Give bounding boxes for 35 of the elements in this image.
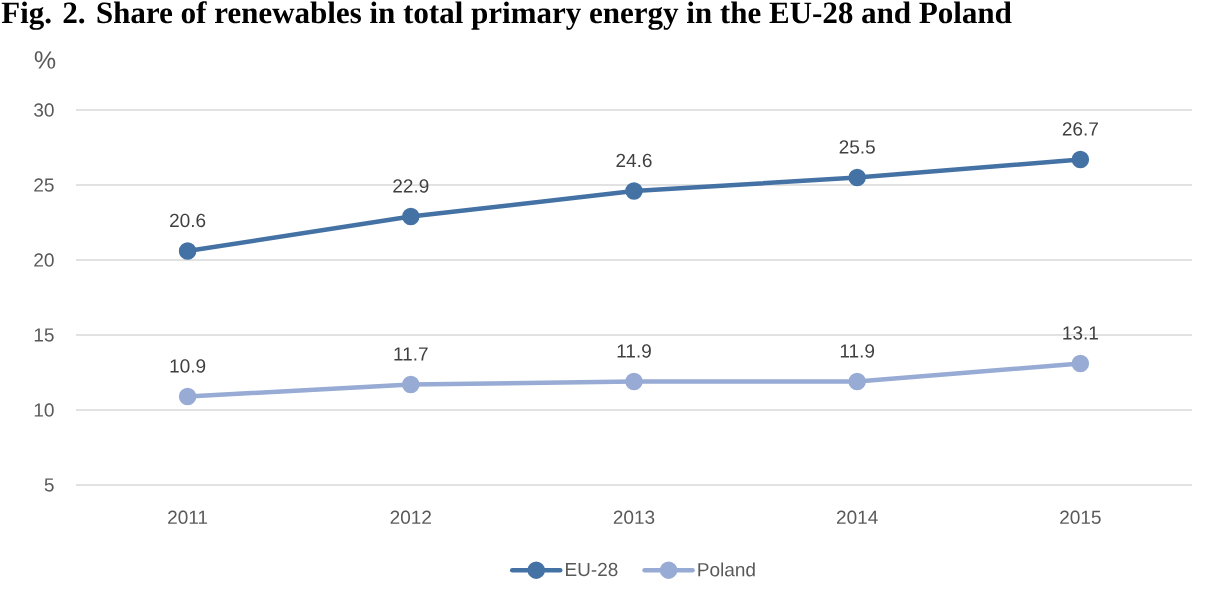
data-label: 22.9	[393, 179, 429, 193]
data-label: 11.9	[840, 344, 875, 358]
x-tick-label: 2015	[1060, 510, 1101, 524]
y-tick-label: 20	[34, 253, 54, 267]
x-tick-label: 2013	[613, 510, 655, 524]
x-tick-label: 2012	[390, 510, 431, 524]
point	[848, 168, 866, 187]
legend-label: Poland	[698, 562, 755, 577]
data-label: 11.9	[617, 344, 651, 358]
y-tick-label: 5	[44, 478, 54, 492]
x-tick-label: 2014	[837, 510, 878, 524]
x-tick-label: 2011	[168, 510, 208, 524]
data-label: 20.6	[170, 213, 206, 228]
y-tick-label: 30	[34, 103, 54, 117]
point	[402, 207, 420, 226]
data-label: 13.1	[1063, 326, 1098, 340]
data-label: 10.9	[170, 359, 206, 373]
y-tick-label: 15	[34, 328, 54, 342]
point	[402, 375, 420, 394]
data-label: 11.7	[394, 347, 428, 361]
y-axis-title: %	[34, 51, 56, 69]
point	[1071, 354, 1090, 373]
point	[178, 387, 197, 406]
point	[625, 372, 643, 391]
chart-title: Fig. 2. Share of renewables in total primary energy in the EU-28 and Poland	[1, 1, 1012, 30]
y-tick-label: 25	[34, 178, 54, 192]
data-label: 26.7	[1062, 122, 1098, 136]
y-tick-label: 10	[34, 403, 54, 417]
data-label: 25.5	[839, 140, 875, 154]
point	[625, 182, 643, 200]
point	[178, 242, 197, 260]
data-label: 24.6	[616, 153, 652, 168]
point	[1071, 150, 1090, 169]
legend-label: EU-28	[566, 562, 618, 577]
point	[848, 372, 866, 391]
